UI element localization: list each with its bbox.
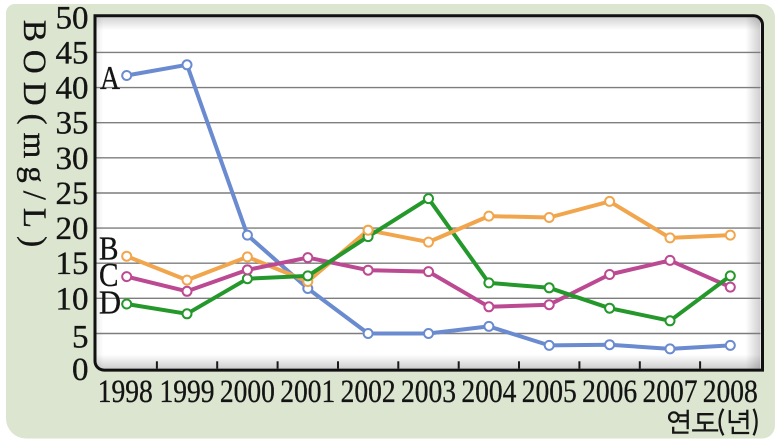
svg-text:10: 10 [56,281,89,317]
svg-text:2008: 2008 [703,374,758,410]
svg-text:25: 25 [56,176,89,212]
svg-text:D: D [99,285,121,322]
svg-text:45: 45 [56,35,89,71]
svg-text:2006: 2006 [582,374,637,410]
svg-text:B: B [99,231,119,268]
svg-text:C: C [99,257,119,294]
svg-text:1999: 1999 [160,374,215,410]
svg-text:40: 40 [56,71,89,107]
svg-text:2000: 2000 [220,374,275,410]
svg-text:20: 20 [56,211,89,247]
svg-text:50: 50 [56,0,89,36]
svg-text:A: A [100,60,120,97]
svg-text:2007: 2007 [643,374,698,410]
svg-text:5: 5 [72,320,89,356]
svg-text:1998: 1998 [98,374,153,410]
svg-text:15: 15 [56,246,89,282]
svg-text:0: 0 [72,352,89,388]
svg-text:35: 35 [56,106,89,142]
svg-text:30: 30 [56,141,89,177]
svg-text:2004: 2004 [461,374,516,410]
svg-text:2001: 2001 [280,374,335,410]
svg-text:2005: 2005 [522,374,577,410]
svg-text:BOD(mg/L): BOD(mg/L) [16,20,52,255]
svg-text:2003: 2003 [401,374,456,410]
svg-text:2002: 2002 [341,374,396,410]
